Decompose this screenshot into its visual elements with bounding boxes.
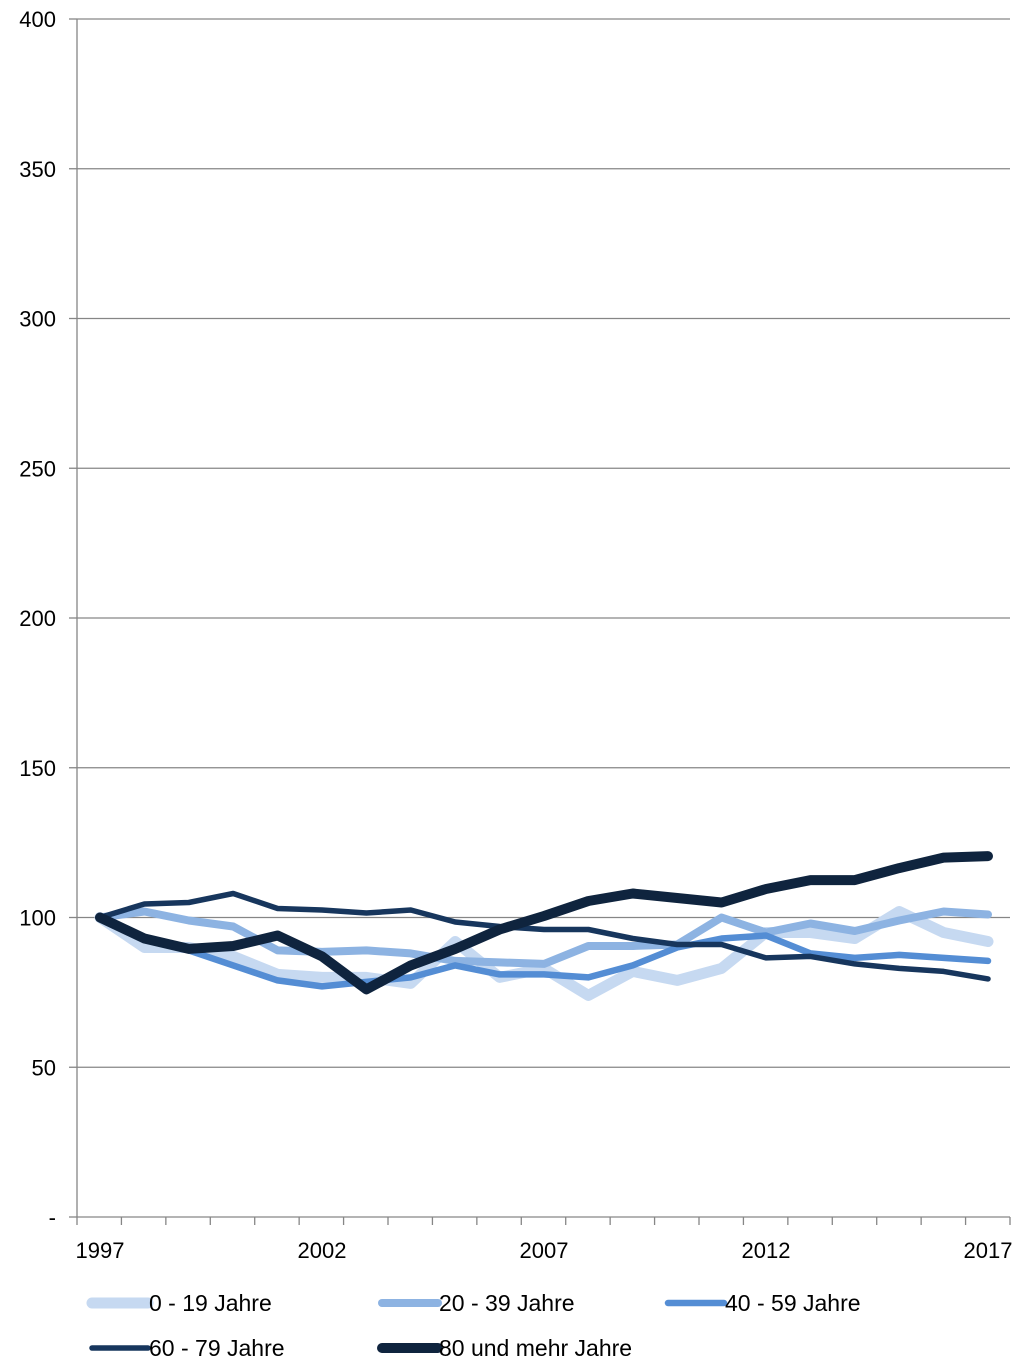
y-tick-label: 350: [19, 157, 56, 182]
gridlines: [77, 18, 1010, 1068]
y-tick-label: 100: [19, 906, 56, 931]
y-tick-label: 400: [19, 7, 56, 32]
legend-label: 60 - 79 Jahre: [149, 1335, 285, 1360]
series-line-5: [95, 851, 993, 995]
x-tick-label: 1997: [76, 1238, 125, 1263]
legend-label: 0 - 19 Jahre: [149, 1290, 272, 1316]
legend: 0 - 19 Jahre 20 - 39 Jahre 40 - 59 Jahre 60…: [86, 1290, 861, 1360]
y-tick-label: 200: [19, 606, 56, 631]
series-lines: [94, 851, 994, 1001]
axes: [69, 18, 1011, 1225]
y-tick-label: 150: [19, 756, 56, 781]
y-axis-tick-labels: - 50 100 150 200 250 300 350 400: [19, 7, 56, 1230]
series-line-2: [96, 907, 992, 968]
legend-label: 40 - 59 Jahre: [725, 1290, 861, 1316]
x-tick-label: 2007: [520, 1238, 569, 1263]
x-tick-label: 2002: [298, 1238, 347, 1263]
series-line-3: [96, 914, 992, 990]
x-tick-label: 2017: [964, 1238, 1013, 1263]
x-axis-tick-labels: 1997 2002 2007 2012 2017: [76, 1238, 1013, 1263]
legend-label: 20 - 39 Jahre: [439, 1290, 575, 1316]
series-line-1: [94, 906, 994, 1001]
y-tick-label: 50: [32, 1055, 56, 1080]
series-line-4: [97, 890, 991, 982]
x-tick-label: 2012: [742, 1238, 791, 1263]
y-tick-label: 250: [19, 456, 56, 481]
y-tick-label: -: [49, 1205, 56, 1230]
legend-label: 80 und mehr Jahre: [439, 1335, 632, 1360]
y-tick-label: 300: [19, 307, 56, 332]
